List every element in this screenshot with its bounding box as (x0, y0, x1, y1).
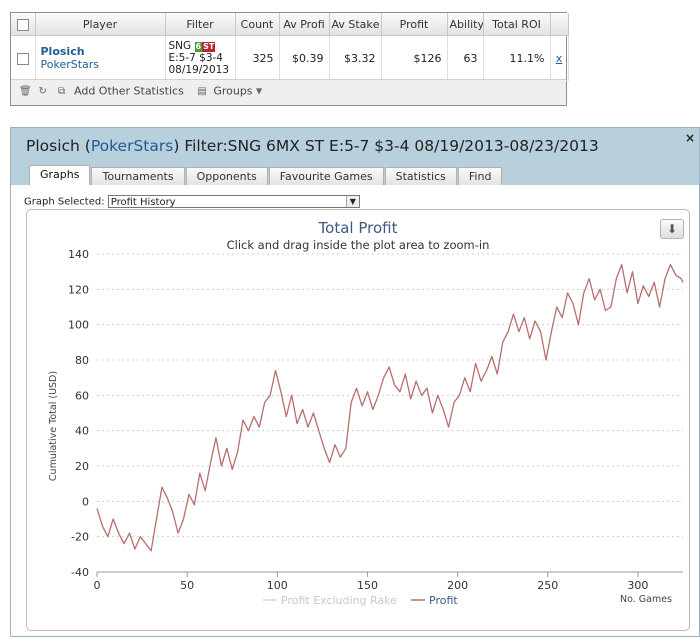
trash-icon[interactable]: 🗑 (19, 86, 32, 97)
player-site-link[interactable]: PokerStars (40, 58, 100, 71)
tab-bar: Graphs Tournaments Opponents Favourite Game… (29, 165, 503, 186)
close-icon[interactable]: × (684, 131, 695, 145)
tab-favourite-games[interactable]: Favourite Games (268, 167, 384, 186)
x-axis-label: No. Games (620, 594, 672, 605)
refresh-icon[interactable]: ↻ (38, 86, 47, 97)
y-tick-label: 40 (75, 425, 89, 438)
dropdown-arrow-icon[interactable]: ▼ (345, 196, 359, 207)
x-tick-label: 150 (357, 579, 378, 592)
col-header-total-roi[interactable]: Total ROI (483, 13, 551, 36)
y-tick-label: -40 (71, 566, 89, 579)
window-title: Plosich (PokerStars) Filter:SNG 6MX ST E… (26, 137, 599, 155)
stats-table: Player Filter Count Av Profi Av Stakе Pr… (11, 13, 569, 81)
col-header-blank (550, 13, 569, 36)
tab-tournaments[interactable]: Tournaments (91, 167, 185, 186)
profit-chart[interactable]: Total Profit Click and drag inside the p… (27, 210, 689, 630)
x-tick-label: 200 (447, 579, 468, 592)
filter-cell: SNG 6 ST E:5-7 $3-4 08/19/2013 (165, 35, 236, 81)
add-stats-icon[interactable]: ⧉ (58, 86, 66, 97)
grid-layer (97, 253, 683, 573)
col-header-profit[interactable]: Profit (381, 13, 448, 36)
av-stake-value: $3.32 (329, 35, 382, 81)
col-header-av-profit[interactable]: Av Profi (279, 13, 330, 36)
graph-select-dropdown[interactable]: Profit History ▼ (107, 195, 360, 208)
col-header-player[interactable]: Player (35, 13, 166, 36)
select-all-checkbox[interactable] (11, 13, 36, 36)
row-checkbox[interactable] (11, 35, 36, 81)
player-cell: Plosich PokerStars (35, 35, 166, 81)
chart-legend[interactable]: Profit Excluding Rake Profit (263, 594, 458, 607)
axis-layer: -40 -20 0 20 40 60 80 100 120 140 0 50 100 150 200 250 3… (68, 248, 683, 592)
profit-value: $126 (381, 35, 448, 81)
groups-button[interactable]: Groups (213, 84, 253, 98)
y-tick-label: 100 (68, 319, 89, 332)
tab-graphs[interactable]: Graphs (29, 165, 91, 186)
col-header-filter[interactable]: Filter (165, 13, 236, 36)
add-stats-button[interactable]: Add Other Statistics (74, 84, 184, 98)
av-profit-value: $0.39 (279, 35, 330, 81)
y-tick-label: 60 (75, 389, 89, 402)
graph-selected-value: Profit History (110, 197, 176, 208)
title-filter: Filter:SNG 6MX ST E:5-7 $3-4 08/19/2013-… (184, 137, 599, 155)
graph-select-row: Graph Selected: Profit History ▼ (24, 195, 360, 208)
speed-badge: ST (202, 42, 216, 52)
six-max-badge: 6 (194, 42, 203, 52)
stats-header-row: Player Filter Count Av Profi Av Stakе Pr… (11, 13, 569, 36)
count-value: 325 (235, 35, 280, 81)
y-tick-label: 20 (75, 460, 89, 473)
download-button[interactable]: ⬇ (660, 219, 684, 239)
chart-title: Total Profit (318, 219, 398, 237)
col-header-ability[interactable]: Ability (447, 13, 484, 36)
series-layer (96, 263, 684, 552)
graphs-panel: Graph Selected: Profit History ▼ ⬇ Total… (11, 185, 699, 636)
y-tick-label: 0 (82, 495, 89, 508)
y-tick-label: 120 (68, 283, 89, 296)
player-window: Plosich (PokerStars) Filter:SNG 6MX ST E… (10, 127, 700, 637)
x-tick-label: 300 (627, 579, 648, 592)
series-line-profit[interactable] (96, 263, 684, 552)
table-row: Plosich PokerStars SNG 6 ST E:5-7 $3-4 08… (11, 35, 569, 81)
y-tick-label: -20 (71, 531, 89, 544)
groups-icon[interactable]: ▤ (197, 86, 207, 97)
x-tick-label: 100 (267, 579, 288, 592)
stats-panel: Player Filter Count Av Profi Av Stakе Pr… (10, 12, 569, 106)
legend-label-profit-excluding-rake[interactable]: Profit Excluding Rake (281, 594, 397, 607)
col-header-count[interactable]: Count (235, 13, 280, 36)
title-site-link[interactable]: PokerStars (90, 137, 174, 155)
chart-frame: ⬇ Total Profit Click and drag inside the… (26, 209, 690, 631)
chevron-down-icon[interactable]: ▼ (256, 86, 263, 96)
ability-value: 63 (447, 35, 484, 81)
y-tick-label: 80 (75, 354, 89, 367)
tab-find[interactable]: Find (457, 167, 503, 186)
tab-statistics[interactable]: Statistics (384, 167, 457, 186)
y-axis-label: Cumulative Total (USD) (48, 371, 59, 481)
chart-subtitle: Click and drag inside the plot area to z… (227, 238, 490, 252)
total-roi-value: 11.1% (483, 35, 551, 81)
legend-label-profit[interactable]: Profit (429, 594, 458, 607)
filter-entrants-stake: E:5-7 $3-4 (168, 52, 224, 64)
filter-date: 08/19/2013 (168, 64, 230, 76)
filter-game-type: SNG (168, 40, 192, 52)
col-header-av-stake[interactable]: Av Stakе (329, 13, 382, 36)
x-tick-label: 0 (94, 579, 101, 592)
x-tick-label: 50 (180, 579, 194, 592)
download-icon: ⬇ (666, 222, 678, 236)
remove-row-link[interactable]: x (555, 51, 563, 65)
title-player: Plosich (26, 137, 80, 155)
remove-row-cell: x (550, 35, 569, 81)
stats-toolbar: 🗑 ↻ ⧉ Add Other Statistics ▤ Groups ▼ (11, 79, 566, 105)
player-name-link[interactable]: Plosich (40, 45, 85, 58)
tab-opponents[interactable]: Opponents (185, 167, 268, 186)
y-tick-label: 140 (68, 248, 89, 261)
x-tick-label: 250 (537, 579, 558, 592)
graph-selected-label: Graph Selected: (24, 196, 105, 208)
